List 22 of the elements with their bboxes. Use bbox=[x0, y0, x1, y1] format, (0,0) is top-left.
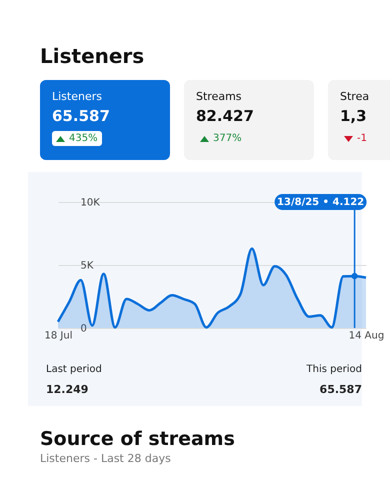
text: 377% bbox=[213, 133, 242, 144]
text: 82.427 bbox=[196, 107, 255, 125]
y-tick-label: 0 bbox=[80, 324, 87, 334]
text: -1 bbox=[357, 133, 367, 144]
text: 12.249 bbox=[46, 383, 90, 396]
text: Strea bbox=[340, 90, 370, 103]
y-tick-label: 5K bbox=[80, 260, 94, 272]
y-tick-label: 10K bbox=[80, 198, 100, 208]
ref-line-label: 13/8/25 • 4.122 bbox=[277, 197, 364, 208]
text: Streams bbox=[196, 90, 243, 103]
text: Source of streams bbox=[39, 427, 236, 452]
text: 65.587 bbox=[318, 383, 362, 396]
text: Listeners - Last 28 days bbox=[39, 452, 172, 465]
x-tick-label: 14 Aug bbox=[348, 330, 384, 342]
text: 1,3 bbox=[340, 107, 368, 125]
text: Last period bbox=[46, 364, 102, 375]
text: Listeners bbox=[39, 43, 146, 70]
text: 435% bbox=[69, 133, 98, 144]
text: 65.587 bbox=[52, 107, 111, 125]
text: This period bbox=[306, 364, 362, 375]
text: Listeners bbox=[52, 90, 103, 103]
x-tick-label: 18 Jul bbox=[44, 330, 72, 342]
